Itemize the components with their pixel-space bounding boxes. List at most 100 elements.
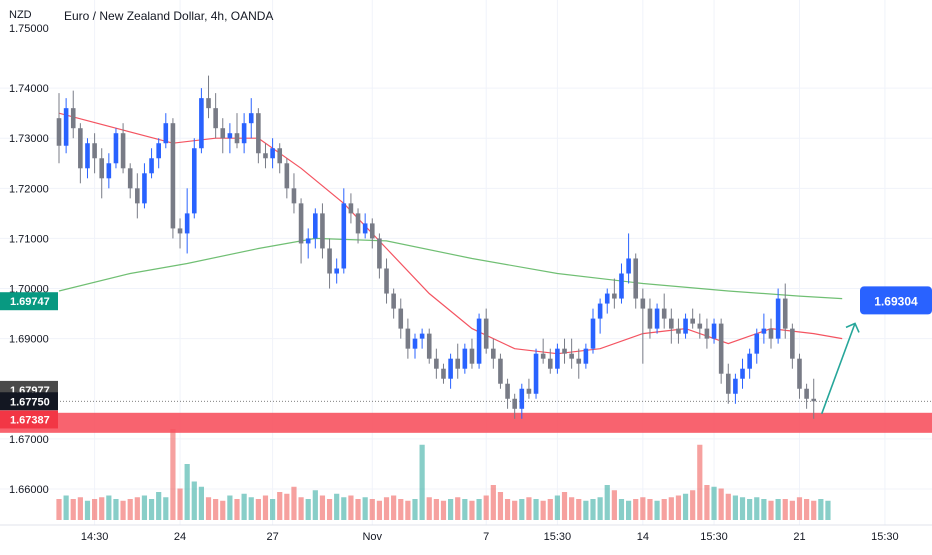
- volume-bar: [469, 500, 475, 520]
- candle-body: [377, 238, 382, 269]
- volume-bar: [127, 499, 133, 520]
- volume-bar: [690, 490, 696, 520]
- volume-bar: [654, 500, 660, 520]
- candle-body: [99, 158, 105, 179]
- candle-body: [654, 308, 660, 329]
- candle-body: [177, 228, 183, 234]
- volume-bar: [270, 499, 276, 520]
- volume-bar: [476, 499, 482, 520]
- candle-body: [782, 298, 788, 329]
- volume-bar: [818, 499, 824, 520]
- volume-bar: [326, 499, 333, 520]
- volume-bar: [255, 499, 261, 520]
- candle-body: [256, 113, 261, 154]
- candle-body: [555, 348, 560, 369]
- x-tick-label: 15:30: [700, 531, 728, 543]
- candle-body: [149, 158, 154, 174]
- volume-bar: [647, 499, 653, 520]
- candle-body: [284, 163, 290, 189]
- volume-bar: [483, 495, 489, 520]
- candle-body: [305, 238, 311, 244]
- volume-bar: [56, 499, 62, 520]
- volume-bar: [512, 500, 518, 520]
- candle-body: [191, 148, 197, 214]
- candle-body: [348, 203, 354, 214]
- candle-body: [576, 358, 582, 364]
- ma-fast-line: [58, 112, 843, 355]
- volume-bar: [120, 500, 126, 520]
- volume-bar: [77, 497, 83, 520]
- candle-body: [526, 388, 532, 394]
- projection-arrow: [820, 323, 856, 415]
- candle-body: [78, 128, 83, 169]
- candle-body: [355, 213, 361, 234]
- volume-bar: [761, 499, 767, 520]
- candle-body: [790, 328, 795, 359]
- volume-bar: [141, 495, 148, 520]
- candle-body: [142, 173, 147, 204]
- volume-bar: [248, 497, 254, 520]
- candle-body: [540, 353, 546, 359]
- price-label-tag: [0, 292, 58, 311]
- volume-bar: [640, 497, 646, 520]
- candle-body: [740, 368, 745, 379]
- candle-body: [369, 223, 375, 239]
- chart-title: Euro / New Zealand Dollar, 4h, OANDA: [64, 9, 274, 23]
- candle-body: [533, 353, 539, 394]
- volume-bar: [825, 500, 831, 520]
- candle-body: [683, 318, 688, 334]
- volume-bar: [725, 493, 731, 520]
- volume-bar: [277, 492, 283, 520]
- candle-body: [725, 373, 731, 394]
- x-tick-label: 15:30: [544, 531, 572, 543]
- price-label-text: 1.67387: [10, 414, 50, 426]
- volume-bar: [697, 444, 703, 520]
- x-tick-label: 14: [637, 531, 649, 543]
- volume-bar: [398, 499, 404, 520]
- volume-bar: [298, 497, 304, 520]
- volume-bar: [561, 492, 568, 520]
- candle-body: [70, 108, 76, 129]
- volume-bar: [177, 488, 183, 520]
- candle-body: [733, 378, 738, 394]
- candle-body: [768, 328, 774, 339]
- volume-bar: [341, 497, 347, 520]
- volume-bar: [504, 499, 511, 520]
- volume-bar: [497, 492, 504, 520]
- volume-bar: [668, 497, 674, 520]
- candle-body: [775, 298, 781, 339]
- candle-body: [163, 123, 169, 144]
- volume-bar: [106, 495, 112, 520]
- volume-bar: [519, 499, 525, 520]
- volume-bar: [391, 495, 397, 520]
- candle-body: [483, 318, 489, 349]
- candle-body: [263, 153, 268, 159]
- volume-bar: [148, 499, 155, 520]
- candle-body: [448, 358, 453, 379]
- candle-body: [327, 248, 332, 274]
- candle-body: [85, 143, 90, 169]
- candle-body: [341, 203, 347, 269]
- volume-bar: [220, 500, 226, 520]
- candle-body: [220, 128, 226, 139]
- volume-bar: [84, 500, 91, 520]
- volume-bar: [661, 499, 667, 520]
- y-tick-label: 1.74000: [9, 83, 49, 95]
- candle-body: [234, 133, 240, 144]
- ma-slow-line: [58, 237, 843, 300]
- x-tick-label: 7: [483, 531, 489, 543]
- volume-bar: [163, 497, 169, 520]
- volume-bar: [547, 499, 553, 520]
- y-tick-label: 1.66000: [9, 484, 49, 496]
- candle-body: [633, 258, 639, 299]
- volume-bar: [291, 486, 297, 520]
- volume-bar: [319, 495, 326, 520]
- candle-body: [63, 108, 69, 146]
- candle-body: [647, 308, 653, 329]
- candle-body: [697, 323, 703, 329]
- candle-body: [277, 148, 283, 164]
- volume-bar: [369, 499, 375, 520]
- candle-body: [804, 388, 809, 399]
